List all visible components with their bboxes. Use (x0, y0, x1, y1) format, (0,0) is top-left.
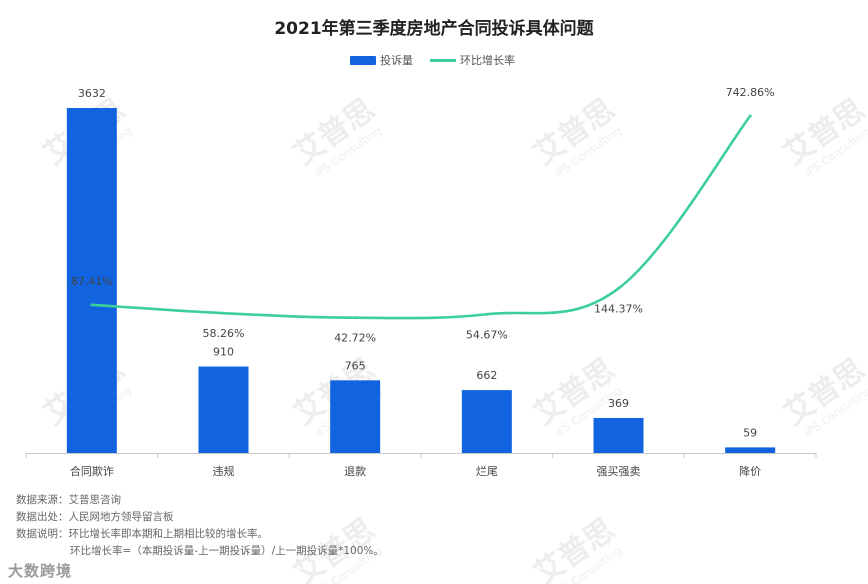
legend-label-bar: 投诉量 (380, 53, 413, 67)
line-series: 87.41% 58.26% 42.72% 54.67% 144.37% 742.86% (71, 86, 775, 345)
x-tick-label: 退款 (344, 464, 366, 478)
x-tick-label: 降价 (739, 464, 761, 478)
line-point (353, 316, 357, 320)
line-value-label: 58.26% (203, 327, 245, 340)
line-point (748, 114, 752, 118)
chart-legend: 投诉量 环比增长率 (350, 53, 515, 67)
note-origin: 数据出处：人民网地方领导留言板 (16, 511, 174, 523)
line-point (485, 312, 489, 316)
line-value-label: 742.86% (726, 86, 775, 99)
bar-value-label: 910 (213, 346, 234, 359)
legend-swatch-bar (350, 56, 376, 65)
line-point (617, 286, 620, 290)
bar-value-label: 662 (476, 369, 497, 382)
line-point (222, 311, 225, 315)
x-tick-label: 强买强卖 (597, 465, 641, 478)
x-axis: 合同欺诈 违规 退款 烂尾 强买强卖 降价 (25, 453, 817, 478)
line-value-label: 54.67% (466, 328, 508, 341)
bar (593, 417, 644, 453)
line-value-label: 42.72% (334, 332, 376, 345)
chart-notes: 数据来源：艾普思咨询 数据出处：人民网地方领导留言板 数据说明：环比增长率即本期… (16, 492, 384, 560)
legend-label-line: 环比增长率 (460, 53, 515, 67)
bar (461, 390, 512, 453)
x-tick-label: 烂尾 (476, 465, 498, 478)
bar (330, 380, 381, 453)
x-tick-label: 合同欺诈 (70, 464, 114, 478)
line-path (91, 115, 752, 320)
bar-value-label: 59 (743, 426, 757, 439)
note-description: 数据说明：环比增长率即本期和上期相比较的增长率。 (16, 528, 268, 540)
chart-title: 2021年第三季度房地产合同投诉具体问题 (274, 18, 594, 39)
bar-value-label: 765 (345, 359, 366, 372)
x-tick-label: 违规 (213, 464, 235, 478)
bar-value-label: 369 (608, 397, 629, 410)
line-value-label: 144.37% (594, 302, 643, 315)
note-source: 数据来源：艾普思咨询 (16, 494, 121, 506)
bar (725, 447, 776, 453)
corner-logo: 大数跨境 (8, 562, 73, 580)
bar (198, 366, 249, 453)
bar-series: 3632 910 765 662 369 59 (66, 87, 776, 453)
bar-value-label: 3632 (78, 87, 106, 100)
bar (66, 108, 117, 453)
line-value-label: 87.41% (71, 275, 113, 288)
line-point (90, 303, 94, 307)
note-formula: 环比增长率=（本期投诉量-上一期投诉量）/上一期投诉量*100%。 (70, 545, 384, 557)
